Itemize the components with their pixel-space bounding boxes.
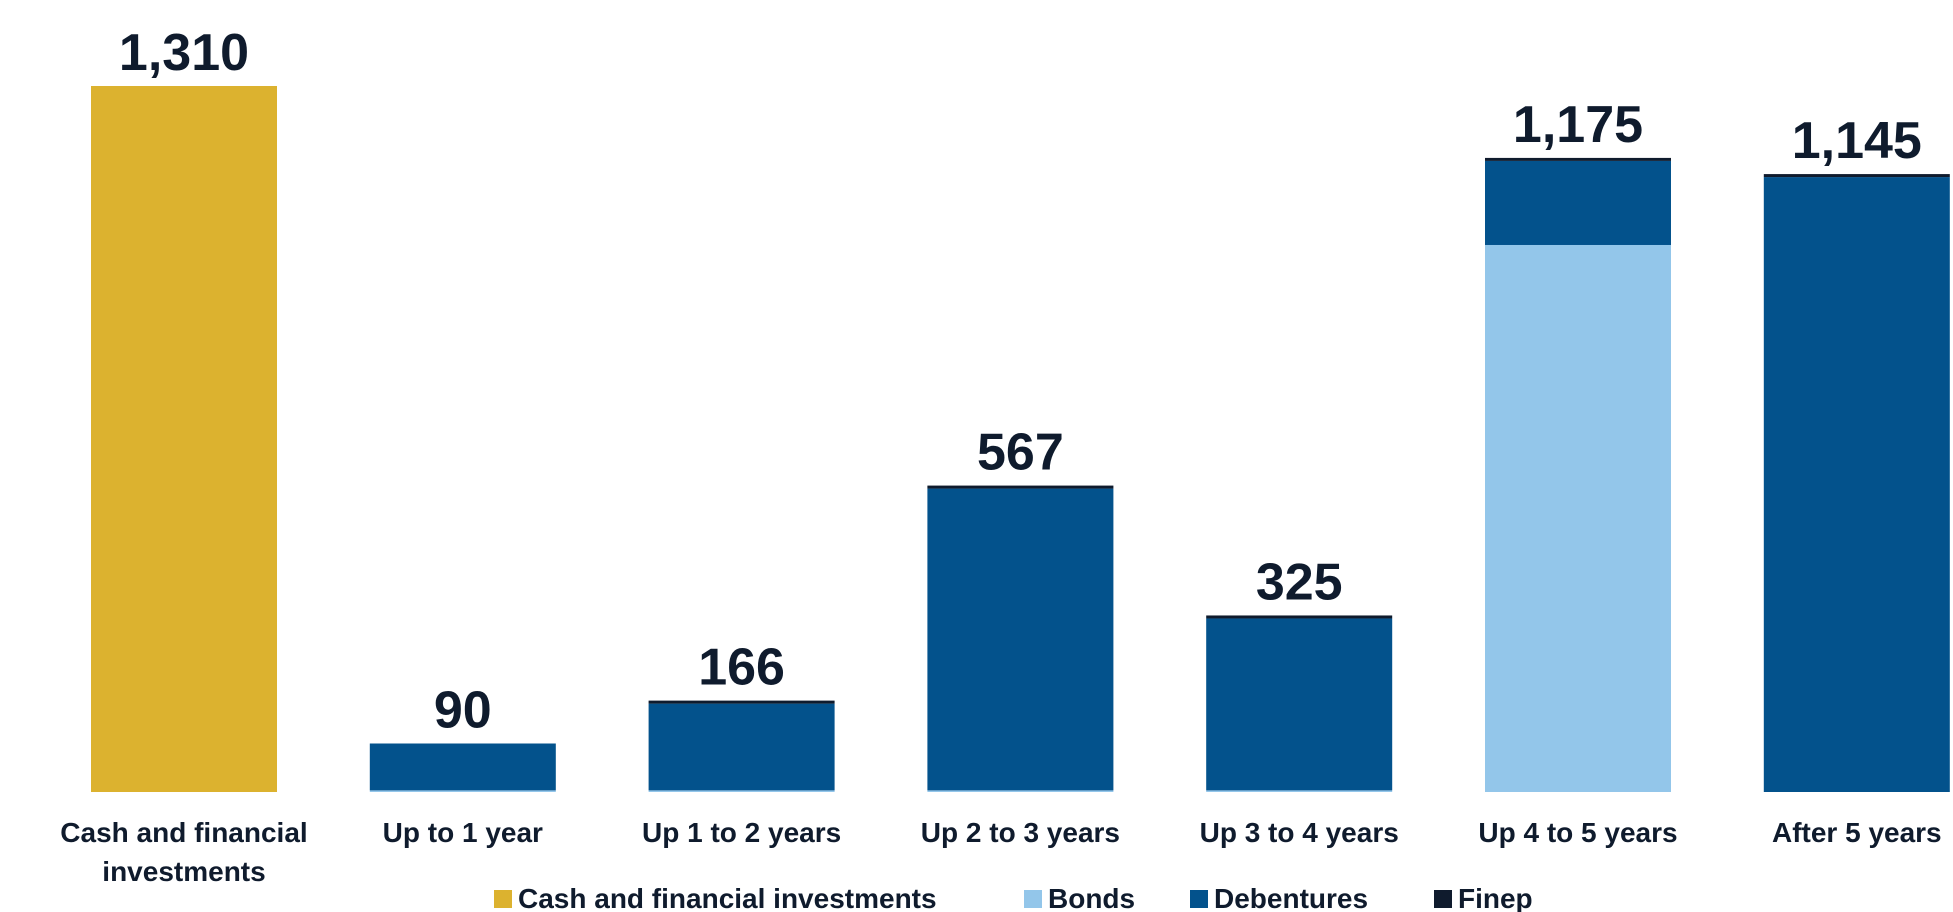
legend-label: Cash and financial investments (518, 883, 937, 912)
bar-total-label: 325 (1256, 553, 1343, 611)
bar-segment-finep (648, 700, 835, 704)
bar-segment-bonds (1485, 244, 1671, 792)
legend-swatch (494, 890, 512, 908)
category-label: investments (102, 856, 265, 887)
bars-group (91, 86, 1950, 792)
bar-total-label: 1,145 (1792, 112, 1922, 170)
category-label: Up 4 to 5 years (1478, 817, 1677, 848)
bar-total-label: 1,310 (119, 24, 249, 82)
bar-segment-debentures (369, 743, 556, 791)
bar-segment-finep (1206, 615, 1393, 619)
legend-swatch (1434, 890, 1452, 908)
category-label: Up 3 to 4 years (1200, 817, 1399, 848)
total-labels-group: 1,310 90 166 567 325 1,175 1,145 (119, 24, 1922, 739)
bar-segment-debentures (648, 703, 835, 791)
bar-segment-debentures (1206, 618, 1393, 791)
bar-segment-finep (927, 485, 1114, 489)
bar-total-label: 166 (698, 639, 785, 697)
category-label: Up 2 to 3 years (921, 817, 1120, 848)
bar-segment-debentures (1485, 160, 1671, 245)
category-label: Up to 1 year (383, 817, 543, 848)
bar-segment-finep (1485, 157, 1671, 161)
bar-segment-bonds (648, 790, 835, 792)
bar-total-label: 1,175 (1513, 96, 1643, 154)
bar-segment-bonds (1206, 790, 1393, 792)
category-label: After 5 years (1772, 817, 1942, 848)
bar-total-label: 90 (434, 681, 492, 739)
bar-segment-cash-and-financial-investments (91, 86, 277, 792)
legend-label: Finep (1458, 883, 1533, 912)
bar-segment-bonds (927, 790, 1114, 792)
legend-swatch (1190, 890, 1208, 908)
category-label: Cash and financial (60, 817, 307, 848)
bar-segment-debentures (927, 488, 1114, 791)
category-labels-group: Cash and financial investments Up to 1 yea… (60, 817, 1941, 887)
legend-label: Bonds (1048, 883, 1135, 912)
legend-label: Debentures (1214, 883, 1368, 912)
legend: Cash and financial investments Bonds Deben… (494, 883, 1533, 912)
bar-total-label: 567 (977, 424, 1064, 482)
bar-segment-bonds (369, 790, 556, 792)
category-label: Up 1 to 2 years (642, 817, 841, 848)
bar-segment-debentures (1763, 177, 1950, 792)
legend-swatch (1024, 890, 1042, 908)
bar-segment-finep (1763, 174, 1950, 178)
